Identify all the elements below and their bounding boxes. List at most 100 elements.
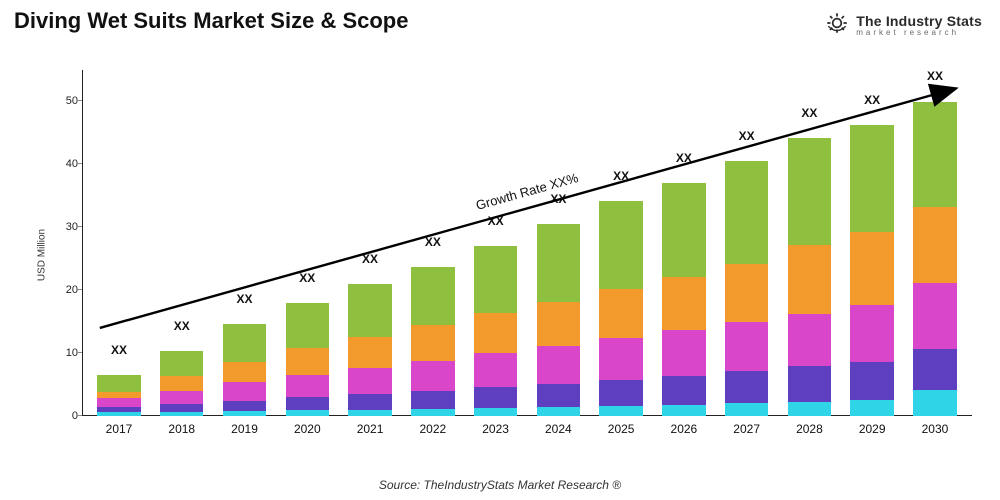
- brand-logo: The Industry Stats market research: [824, 10, 982, 41]
- y-axis-label: USD Million: [37, 229, 48, 281]
- bar-segment: [223, 411, 266, 416]
- bar-segment: [537, 224, 580, 302]
- bar-segment: [913, 283, 956, 349]
- bar-segment: [411, 409, 454, 416]
- bar-segment: [599, 380, 642, 406]
- chart-area: USD Million XX2017XX2018XX2019XX2020XX20…: [40, 60, 980, 450]
- bar-column: XX2030: [904, 70, 966, 416]
- plot-region: XX2017XX2018XX2019XX2020XX2021XX2022XX20…: [82, 70, 972, 416]
- bar-value-label: XX: [488, 214, 504, 230]
- bar-segment: [725, 264, 768, 323]
- bar-value-label: XX: [613, 169, 629, 185]
- bar-value-label: XX: [550, 192, 566, 208]
- bar-segment: [348, 410, 391, 416]
- bar-segment: [537, 384, 580, 407]
- bar-segment: [223, 401, 266, 411]
- x-category-label: 2021: [357, 422, 384, 436]
- x-category-label: 2018: [168, 422, 195, 436]
- bar-segment: [411, 267, 454, 326]
- bar-segment: [474, 353, 517, 387]
- bar-segment: [725, 403, 768, 416]
- bar-stack: [474, 246, 517, 416]
- bar-value-label: XX: [739, 129, 755, 145]
- bar-column: XX2026: [653, 70, 715, 416]
- bar-stack: [286, 303, 329, 416]
- bar-value-label: XX: [237, 292, 253, 308]
- bar-column: XX2021: [339, 70, 401, 416]
- x-category-label: 2017: [106, 422, 133, 436]
- x-category-label: 2023: [482, 422, 509, 436]
- bar-segment: [160, 391, 203, 404]
- bar-value-label: XX: [425, 235, 441, 251]
- bar-segment: [537, 302, 580, 346]
- x-category-label: 2020: [294, 422, 321, 436]
- x-category-label: 2019: [231, 422, 258, 436]
- bar-segment: [850, 362, 893, 400]
- bar-segment: [286, 375, 329, 398]
- bar-stack: [537, 224, 580, 416]
- bar-segment: [599, 338, 642, 380]
- x-category-label: 2022: [419, 422, 446, 436]
- bar-segment: [913, 207, 956, 282]
- bar-column: XX2024: [527, 70, 589, 416]
- bar-stack: [913, 101, 956, 416]
- bar-value-label: XX: [864, 93, 880, 109]
- bar-segment: [537, 407, 580, 416]
- gear-icon: [824, 10, 850, 41]
- bar-segment: [97, 392, 140, 399]
- logo-sub-text: market research: [856, 29, 982, 37]
- bar-segment: [662, 405, 705, 416]
- bar-segment: [223, 362, 266, 382]
- bar-segment: [474, 408, 517, 416]
- bar-segment: [286, 410, 329, 416]
- y-tick-label: 20: [50, 284, 78, 296]
- bar-segment: [850, 125, 893, 232]
- bar-column: XX2025: [590, 70, 652, 416]
- bar-segment: [223, 324, 266, 362]
- x-category-label: 2027: [733, 422, 760, 436]
- bar-column: XX2029: [841, 70, 903, 416]
- bar-segment: [97, 398, 140, 407]
- bar-segment: [662, 330, 705, 375]
- bar-segment: [599, 201, 642, 289]
- bar-stack: [662, 183, 705, 416]
- bar-column: XX2020: [276, 70, 338, 416]
- bar-segment: [788, 402, 831, 416]
- logo-main-text: The Industry Stats: [856, 14, 982, 29]
- bar-segment: [160, 404, 203, 412]
- y-tick-label: 0: [50, 410, 78, 422]
- bar-segment: [97, 412, 140, 416]
- bar-segment: [348, 284, 391, 337]
- x-category-label: 2029: [859, 422, 886, 436]
- source-caption: Source: TheIndustryStats Market Research…: [0, 478, 1000, 492]
- bar-segment: [348, 394, 391, 410]
- bar-column: XX2022: [402, 70, 464, 416]
- bar-value-label: XX: [927, 69, 943, 85]
- y-tick-mark: [78, 352, 82, 353]
- bar-segment: [411, 391, 454, 409]
- bar-segment: [788, 138, 831, 245]
- bar-segment: [286, 303, 329, 348]
- y-tick-mark: [78, 289, 82, 290]
- bar-segment: [474, 387, 517, 408]
- bar-segment: [788, 314, 831, 367]
- bar-segment: [160, 351, 203, 376]
- bar-segment: [850, 305, 893, 362]
- bar-value-label: XX: [174, 319, 190, 335]
- y-tick-mark: [78, 226, 82, 227]
- bar-stack: [160, 351, 203, 416]
- bar-value-label: XX: [676, 151, 692, 167]
- bar-segment: [286, 348, 329, 374]
- bar-segment: [725, 371, 768, 403]
- bar-column: XX2028: [778, 70, 840, 416]
- bar-segment: [788, 245, 831, 314]
- bar-stack: [725, 161, 768, 416]
- bar-segment: [348, 337, 391, 367]
- bar-segment: [725, 161, 768, 264]
- bar-stack: [850, 125, 893, 416]
- bar-segment: [850, 400, 893, 416]
- bar-stack: [348, 284, 391, 416]
- bar-stack: [788, 138, 831, 416]
- bar-column: XX2023: [465, 70, 527, 416]
- chart-title: Diving Wet Suits Market Size & Scope: [14, 8, 408, 34]
